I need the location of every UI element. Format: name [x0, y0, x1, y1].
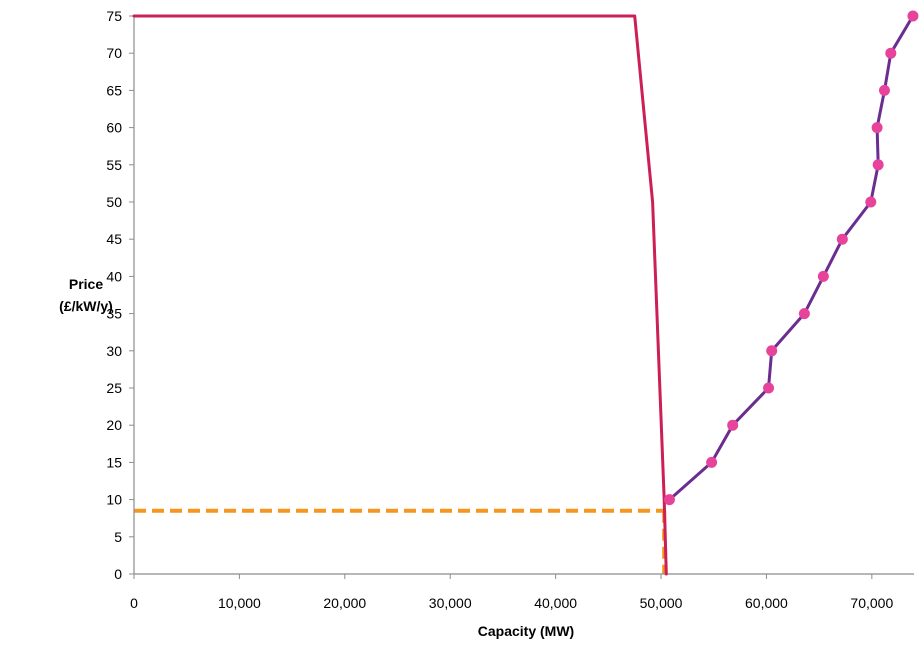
- y-tick-label: 30: [106, 343, 122, 359]
- y-tick-label: 10: [106, 492, 122, 508]
- supply-curve-point: [763, 382, 775, 394]
- y-tick-label: 70: [106, 45, 122, 61]
- y-tick-label: 55: [106, 157, 122, 173]
- clearing-guide-lines: [134, 508, 667, 574]
- tick-labels: 0 5 10 15 20 25 30 35 40 45 50 55 60 65 70 75 0 10,000 20,…: [106, 8, 893, 611]
- supply-curve-point: [727, 419, 739, 431]
- y-tick-label: 5: [114, 529, 122, 545]
- supply-curve-point: [865, 196, 877, 208]
- supply-curve-point: [872, 159, 884, 171]
- y-tick-label: 75: [106, 8, 122, 24]
- supply-curve-point: [871, 122, 883, 134]
- x-tick-label: 20,000: [323, 595, 366, 611]
- y-tick-label: 25: [106, 380, 122, 396]
- y-tick-label: 15: [106, 454, 122, 470]
- supply-curve-point: [885, 47, 897, 59]
- supply-curve-point: [706, 456, 718, 468]
- supply-curve-point: [836, 233, 848, 245]
- x-tick-label: 30,000: [429, 595, 472, 611]
- supply-curve-point: [663, 494, 675, 506]
- y-tick-label: 50: [106, 194, 122, 210]
- x-axis-title: Capacity (MW): [478, 623, 574, 639]
- x-tick-label: 0: [130, 595, 138, 611]
- supply-curve-point: [907, 10, 919, 22]
- supply-curve-point: [798, 308, 810, 320]
- x-tick-label: 10,000: [218, 595, 261, 611]
- x-tick-label: 70,000: [850, 595, 893, 611]
- y-tick-label: 20: [106, 417, 122, 433]
- x-tick-label: 50,000: [640, 595, 683, 611]
- y-axis-title-line-1: Price: [69, 276, 103, 292]
- axes: [129, 15, 914, 579]
- demand-curve-line: [132, 14, 668, 576]
- y-tick-label: 45: [106, 231, 122, 247]
- data-series: [132, 14, 915, 576]
- x-tick-label: 60,000: [745, 595, 788, 611]
- supply-curve-point: [817, 270, 829, 282]
- supply-curve-point: [766, 345, 778, 357]
- y-tick-label: 65: [106, 82, 122, 98]
- y-tick-label: 0: [114, 566, 122, 582]
- supply-curve-point: [878, 84, 890, 96]
- supply-curve-line: [668, 14, 915, 502]
- y-tick-label: 35: [106, 306, 122, 322]
- y-tick-label: 60: [106, 120, 122, 136]
- x-tick-label: 40,000: [534, 595, 577, 611]
- y-axis-title-line-2: (£/kW/y): [59, 298, 113, 314]
- data-markers: [663, 10, 919, 506]
- y-tick-label: 40: [106, 268, 122, 284]
